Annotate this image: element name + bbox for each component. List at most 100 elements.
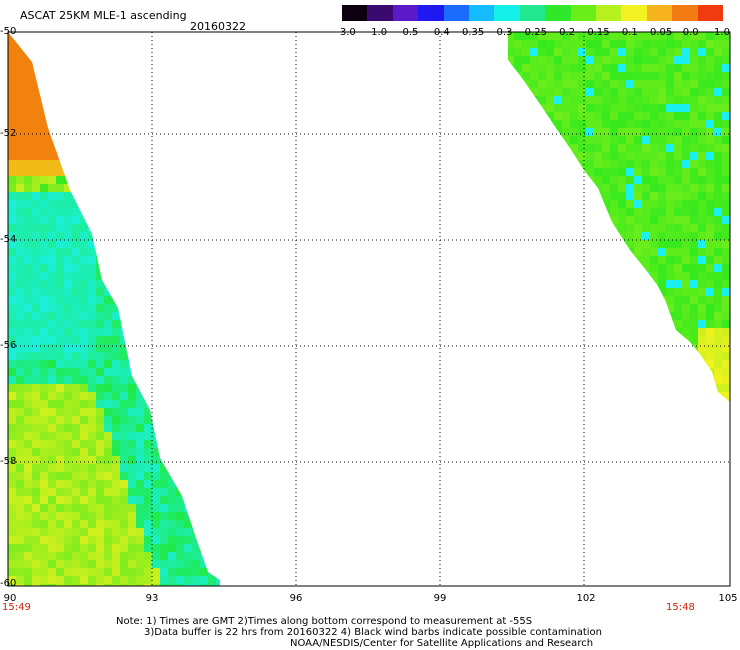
swath-cell <box>8 456 17 465</box>
swath-cell <box>112 120 121 129</box>
swath-cell <box>508 80 515 89</box>
swath-cell <box>538 328 547 337</box>
swath-cell <box>160 456 169 465</box>
swath-cell <box>136 80 145 89</box>
swath-cell <box>682 152 691 161</box>
swath-cell <box>522 296 531 305</box>
swath-cell <box>530 96 539 105</box>
swath-cell <box>160 112 169 121</box>
swath-cell <box>24 168 33 177</box>
swath-cell <box>128 248 137 257</box>
swath-cell <box>530 384 539 393</box>
swath-cell <box>24 96 33 105</box>
swath-cell <box>64 288 73 297</box>
swath-cell <box>176 584 185 586</box>
swath-cell <box>706 56 715 65</box>
swath-cell <box>128 160 137 169</box>
swath-cell <box>64 280 73 289</box>
swath-cell <box>168 584 177 586</box>
swath-cell <box>514 376 523 385</box>
swath-cell <box>104 576 113 585</box>
swath-cell <box>72 488 81 497</box>
swath-cell <box>586 256 595 265</box>
swath-cell <box>578 112 587 121</box>
swath-cell <box>730 176 739 185</box>
swath-cell <box>562 376 571 385</box>
swath-cell <box>64 128 73 137</box>
swath-cell <box>80 480 89 489</box>
swath-cell <box>88 328 97 337</box>
swath-cell <box>32 512 41 521</box>
swath-cell <box>626 200 635 209</box>
swath-cell <box>184 48 193 57</box>
swath-cell <box>64 440 73 449</box>
swath-cell <box>570 400 579 402</box>
swath-cell <box>56 456 65 465</box>
swath-cell <box>32 336 41 345</box>
swath-cell <box>642 288 651 297</box>
swath-cell <box>706 232 715 241</box>
swath-cell <box>538 64 547 73</box>
swath-cell <box>144 568 153 577</box>
swath-cell <box>508 240 515 249</box>
swath-cell <box>208 576 217 585</box>
swath-cell <box>48 416 57 425</box>
swath-cell <box>642 176 651 185</box>
swath-cell <box>610 408 619 417</box>
swath-cell <box>48 568 57 577</box>
swath-cell <box>538 312 547 321</box>
swath-cell <box>570 344 579 353</box>
swath-cell <box>192 256 201 265</box>
swath-cell <box>706 328 715 337</box>
swath-cell <box>216 552 220 561</box>
swath-cell <box>176 176 185 185</box>
swath-cell <box>514 400 523 402</box>
swath-cell <box>88 192 97 201</box>
swath-cell <box>168 248 177 257</box>
swath-cell <box>706 384 715 393</box>
swath-cell <box>120 552 129 561</box>
swath-cell <box>152 192 161 201</box>
swath-cell <box>48 448 57 457</box>
swath-cell <box>722 352 730 361</box>
swath-cell <box>80 160 89 169</box>
swath-cell <box>96 320 105 329</box>
swath-cell <box>136 128 145 137</box>
swath-cell <box>642 296 651 305</box>
swath-cell <box>136 272 145 281</box>
swath-cell <box>730 144 739 153</box>
swath-cell <box>522 232 531 241</box>
swath-cell <box>200 32 209 41</box>
swath-cell <box>216 152 220 161</box>
swath-cell <box>32 304 41 313</box>
swath-cell <box>88 448 97 457</box>
swath-cell <box>96 128 105 137</box>
swath-cell <box>136 464 145 473</box>
swath-cell <box>594 184 603 193</box>
swath-cell <box>128 240 137 249</box>
swath-cell <box>578 264 587 273</box>
swath-cell <box>152 360 161 369</box>
swath-cell <box>32 408 41 417</box>
swath-cell <box>626 192 635 201</box>
swath-cell <box>626 328 635 337</box>
swath-cell <box>586 336 595 345</box>
swath-cell <box>40 336 49 345</box>
swath-cell <box>562 240 571 249</box>
swath-cell <box>80 240 89 249</box>
swath-cell <box>554 176 563 185</box>
swath-cell <box>16 472 25 481</box>
swath-cell <box>722 96 730 105</box>
swath-cell <box>562 400 571 402</box>
swath-cell <box>200 176 209 185</box>
swath-cell <box>88 80 97 89</box>
swath-cell <box>24 384 33 393</box>
swath-cell <box>698 280 707 289</box>
swath-cell <box>192 48 201 57</box>
swath-cell <box>8 136 17 145</box>
swath-cell <box>56 552 65 561</box>
swath-cell <box>56 48 65 57</box>
swath-cell <box>594 200 603 209</box>
swath-cell <box>88 160 97 169</box>
swath-cell <box>508 392 515 401</box>
